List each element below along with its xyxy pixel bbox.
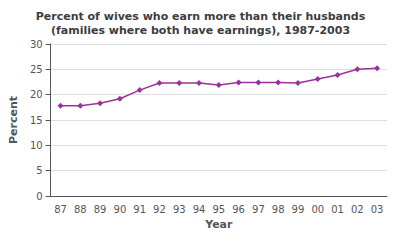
svg-text:15: 15	[30, 115, 43, 126]
svg-text:Year: Year	[204, 218, 233, 231]
svg-text:89: 89	[94, 204, 107, 215]
svg-text:97: 97	[252, 204, 265, 215]
svg-text:98: 98	[272, 204, 285, 215]
svg-text:91: 91	[133, 204, 146, 215]
svg-text:Percent of wives who earn more: Percent of wives who earn more than thei…	[36, 10, 366, 23]
svg-text:87: 87	[54, 204, 67, 215]
svg-text:03: 03	[371, 204, 384, 215]
svg-text:0: 0	[36, 191, 42, 202]
svg-text:96: 96	[232, 204, 245, 215]
svg-text:00: 00	[311, 204, 324, 215]
svg-text:5: 5	[36, 165, 42, 176]
svg-text:88: 88	[74, 204, 87, 215]
svg-text:92: 92	[153, 204, 166, 215]
svg-text:25: 25	[30, 64, 43, 75]
svg-text:20: 20	[30, 89, 43, 100]
svg-text:90: 90	[114, 204, 127, 215]
svg-text:93: 93	[173, 204, 186, 215]
svg-text:Percent: Percent	[7, 96, 20, 144]
svg-text:94: 94	[193, 204, 206, 215]
svg-text:99: 99	[292, 204, 305, 215]
svg-text:01: 01	[331, 204, 344, 215]
svg-text:95: 95	[212, 204, 225, 215]
svg-text:30: 30	[30, 39, 43, 50]
svg-text:02: 02	[351, 204, 364, 215]
svg-text:(families where both have earn: (families where both have earnings), 198…	[51, 24, 350, 37]
svg-text:10: 10	[30, 140, 43, 151]
